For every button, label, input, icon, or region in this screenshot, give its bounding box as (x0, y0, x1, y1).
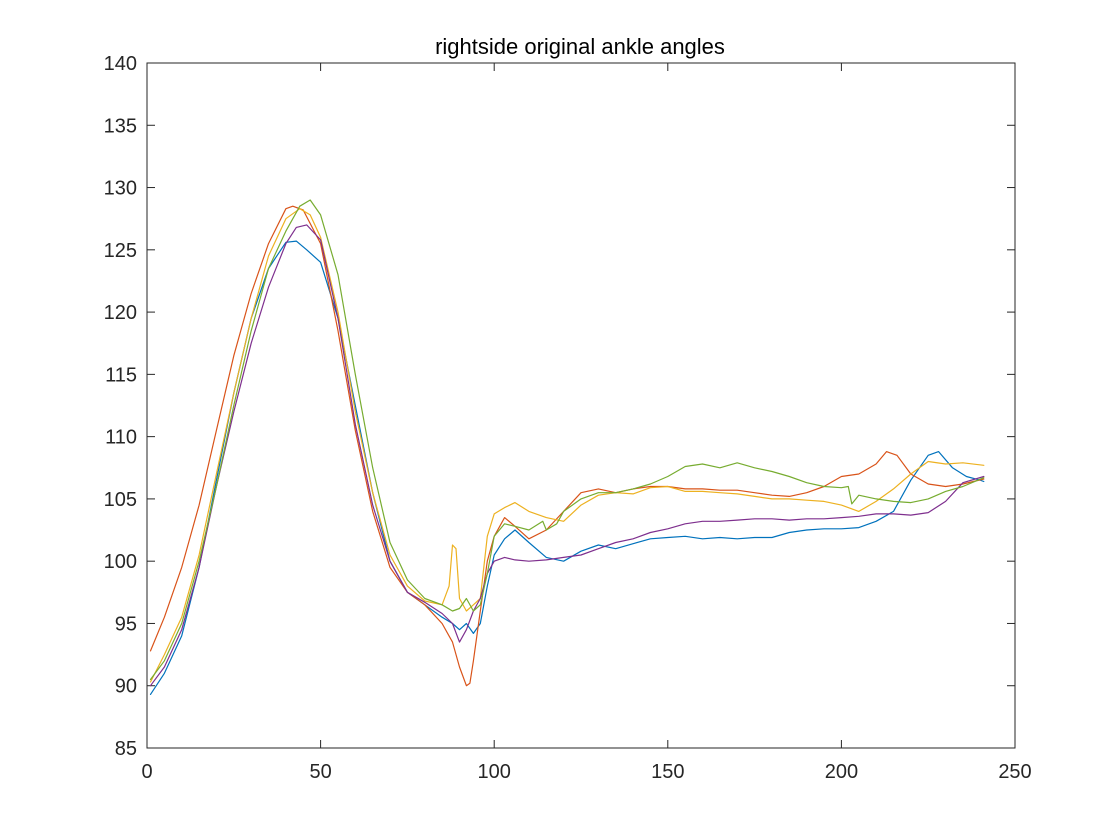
series-line-4 (149, 224, 985, 687)
x-tick-label: 100 (478, 761, 511, 783)
series-line-5 (149, 199, 985, 681)
y-tick-label: 85 (115, 738, 137, 760)
y-tick-label: 130 (104, 178, 137, 200)
series-lines (149, 199, 985, 696)
chart-title: rightside original ankle angles (435, 34, 725, 59)
x-tick-label: 250 (998, 761, 1031, 783)
series-line-3 (149, 208, 985, 683)
y-tick-label: 120 (104, 302, 137, 324)
series-line-1 (149, 240, 985, 696)
x-tick-label: 0 (141, 761, 152, 783)
plot-frame (146, 62, 1016, 749)
x-tick-label: 50 (309, 761, 331, 783)
tick-labels: 0 50 100 150 200 250 85 90 95 100 105 110 115 120 125 1… (104, 53, 1032, 783)
y-tick-label: 90 (115, 676, 137, 698)
y-tick-label: 135 (104, 115, 137, 137)
y-tick-label: 105 (104, 489, 137, 511)
y-tick-label: 140 (104, 53, 137, 75)
y-tick-label: 115 (105, 364, 137, 386)
y-tick-label: 110 (105, 427, 137, 449)
y-tick-label: 100 (104, 551, 137, 573)
y-tick-label: 95 (115, 613, 137, 635)
x-tick-label: 200 (825, 761, 858, 783)
x-tick-label: 150 (651, 761, 684, 783)
y-tick-label: 125 (104, 240, 137, 262)
